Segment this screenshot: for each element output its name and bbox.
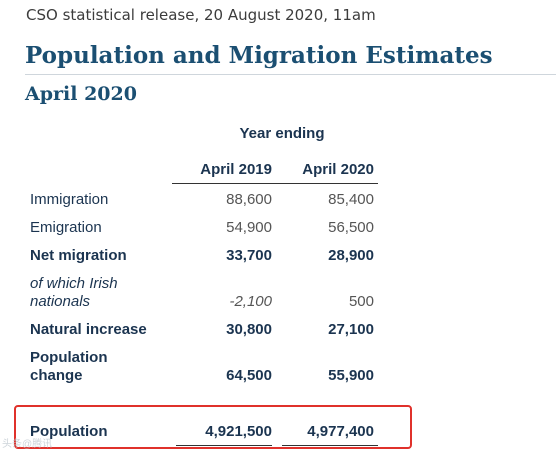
- row-label: Emigration: [30, 219, 102, 236]
- row-label: Immigration: [30, 191, 109, 208]
- value-2019: 4,921,500: [205, 423, 272, 440]
- page-title: Population and Migration Estimates: [25, 42, 493, 69]
- value-2019: 33,700: [226, 247, 272, 264]
- row-label-line-1: Population: [30, 349, 108, 366]
- total-underline-2020: [282, 445, 378, 446]
- title-divider: [25, 74, 556, 75]
- value-2020: 500: [348, 293, 374, 310]
- row-label: Natural increase: [30, 321, 147, 338]
- value-2019: 88,600: [226, 191, 272, 208]
- value-2019: 30,800: [226, 321, 272, 338]
- row-label-line-2: change: [30, 367, 83, 384]
- release-line: CSO statistical release, 20 August 2020,…: [26, 6, 376, 24]
- total-underline-2019: [176, 445, 272, 446]
- value-2020: 85,400: [328, 191, 374, 208]
- watermark: 头条@腾讯: [2, 439, 53, 450]
- column-header-2019: April 2019: [200, 161, 272, 178]
- row-label-line-2: nationals: [30, 293, 91, 310]
- row-label-line-1: of which Irish: [30, 275, 118, 292]
- column-header-2020: April 2020: [302, 161, 374, 178]
- value-2020: 56,500: [328, 219, 374, 236]
- value-2019: 54,900: [226, 219, 272, 236]
- highlight-box: [14, 405, 412, 449]
- value-2020: 55,900: [328, 367, 374, 384]
- group-header: Year ending: [239, 125, 325, 142]
- value-2020: 28,900: [328, 247, 374, 264]
- value-2019: -2,100: [229, 293, 272, 310]
- page-subtitle: April 2020: [25, 83, 137, 105]
- row-label: Population: [30, 423, 108, 440]
- row-label: Net migration: [30, 247, 127, 264]
- header-rule: [172, 183, 378, 184]
- value-2019: 64,500: [226, 367, 272, 384]
- value-2020: 27,100: [328, 321, 374, 338]
- value-2020: 4,977,400: [307, 423, 374, 440]
